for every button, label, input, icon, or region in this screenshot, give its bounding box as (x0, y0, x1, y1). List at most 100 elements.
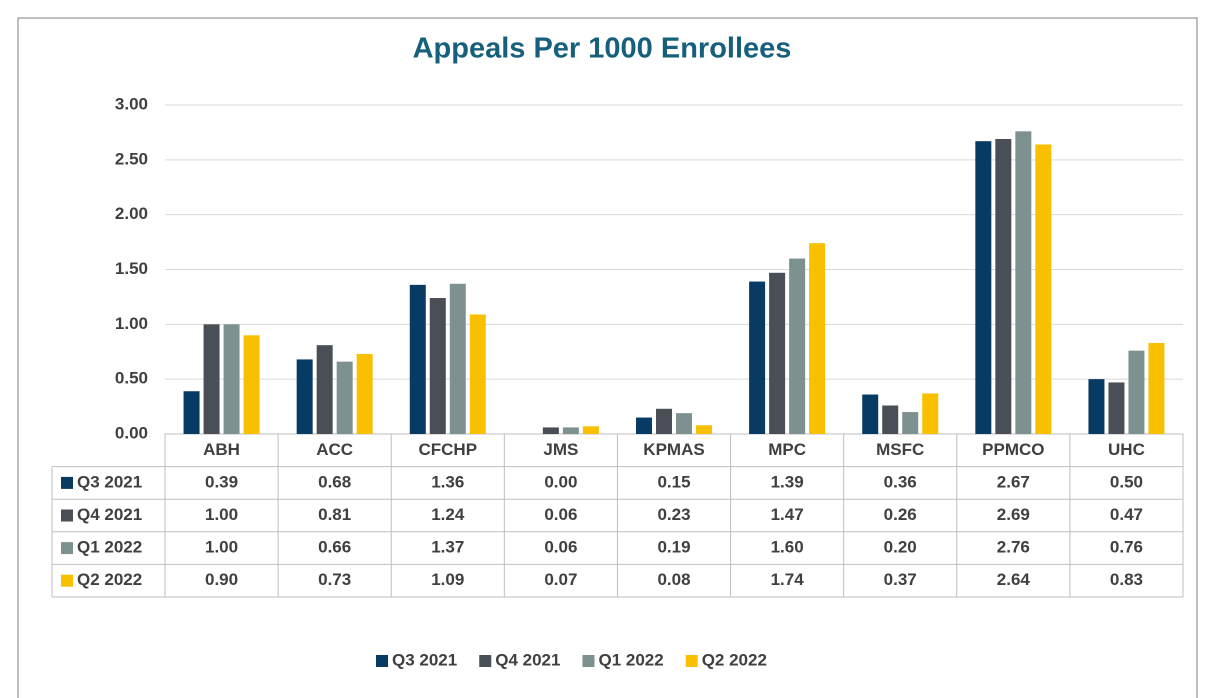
legend-key (376, 655, 388, 667)
bar (902, 412, 919, 434)
table-cell: 0.73 (318, 570, 351, 589)
x-tick-label: KPMAS (643, 440, 704, 459)
table-cell: 0.68 (318, 472, 351, 491)
table-cell: 0.50 (1110, 472, 1143, 491)
x-tick-label: MPC (768, 440, 806, 459)
bar (995, 138, 1012, 434)
table-row-label: Q3 2021 (77, 472, 142, 491)
table-cell: 0.83 (1110, 570, 1143, 589)
table-cell: 1.00 (205, 505, 238, 524)
table-cell: 0.37 (884, 570, 917, 589)
bar (696, 425, 712, 434)
table-cell: 0.19 (657, 538, 690, 557)
table-cell: 1.09 (431, 570, 464, 589)
y-tick-label: 3.00 (115, 94, 148, 113)
bar (469, 314, 486, 434)
table-cell: 0.81 (318, 505, 351, 524)
legend-key (61, 542, 73, 555)
table-cell: 0.00 (544, 472, 577, 491)
y-tick-label: 0.50 (115, 369, 148, 388)
table-cell: 0.07 (544, 570, 577, 589)
bar (1148, 342, 1165, 434)
y-tick-label: 1.50 (115, 259, 148, 278)
bar (243, 335, 260, 434)
table-cell: 1.60 (771, 538, 804, 557)
bar (922, 393, 939, 434)
bar (449, 283, 466, 434)
bar (409, 284, 426, 434)
chart-title: Appeals Per 1000 Enrollees (413, 33, 792, 65)
bar (1088, 379, 1105, 434)
x-tick-label: UHC (1108, 440, 1145, 459)
table-cell: 0.39 (205, 472, 238, 491)
bar (749, 281, 766, 434)
bar (316, 345, 333, 434)
bar (203, 324, 220, 434)
table-row-label: Q4 2021 (77, 505, 142, 524)
bar (223, 324, 240, 434)
bar (1108, 382, 1125, 434)
bar (862, 394, 879, 434)
table-row-label: Q2 2022 (77, 570, 142, 589)
bar (636, 417, 652, 434)
table-cell: 0.66 (318, 538, 351, 557)
legend-label: Q2 2022 (702, 650, 767, 669)
bar (582, 426, 599, 434)
bar (975, 141, 992, 434)
table-cell: 0.76 (1110, 538, 1143, 557)
legend-label: Q1 2022 (598, 650, 663, 669)
x-tick-label: ABH (203, 440, 240, 459)
bar (789, 258, 806, 434)
legend-label: Q3 2021 (392, 650, 457, 669)
bar (429, 298, 446, 434)
legend-label: Q4 2021 (495, 650, 560, 669)
table-cell: 1.74 (771, 570, 805, 589)
table-cell: 2.64 (997, 570, 1031, 589)
legend-key (61, 476, 73, 489)
legend-key (61, 574, 73, 587)
bar (296, 359, 313, 434)
x-tick-label: ACC (316, 440, 353, 459)
table-cell: 1.47 (771, 505, 804, 524)
table-cell: 0.20 (884, 538, 917, 557)
legend-key (582, 655, 595, 667)
bar (562, 427, 579, 434)
bar (809, 243, 826, 434)
bar (1128, 350, 1145, 434)
bar (336, 361, 353, 434)
table-cell: 1.36 (431, 472, 464, 491)
bar (356, 353, 373, 434)
x-tick-label: MSFC (876, 440, 924, 459)
x-tick-label: JMS (543, 440, 578, 459)
table-cell: 2.69 (997, 505, 1030, 524)
x-tick-label: CFCHP (418, 440, 477, 459)
legend-key (479, 655, 492, 667)
legend-key (685, 655, 698, 667)
y-tick-label: 0.00 (115, 423, 148, 442)
legend-key (61, 509, 73, 522)
table-cell: 0.26 (884, 505, 917, 524)
table-cell: 0.08 (657, 570, 690, 589)
table-row-label: Q1 2022 (77, 538, 142, 557)
y-tick-label: 2.00 (115, 204, 148, 223)
table-cell: 2.67 (997, 472, 1030, 491)
bar (882, 405, 899, 434)
bar (656, 408, 672, 434)
table-cell: 1.00 (205, 538, 238, 557)
bar (1015, 131, 1032, 434)
table-cell: 0.36 (884, 472, 917, 491)
y-tick-label: 2.50 (115, 149, 148, 168)
table-cell: 1.37 (431, 538, 464, 557)
bar (769, 272, 786, 434)
table-cell: 0.06 (544, 538, 577, 557)
bar (542, 427, 559, 434)
table-cell: 0.15 (657, 472, 690, 491)
y-tick-label: 1.00 (115, 314, 148, 333)
bar (1035, 144, 1052, 435)
table-cell: 0.23 (657, 505, 690, 524)
table-cell: 0.47 (1110, 505, 1143, 524)
table-cell: 0.90 (205, 570, 238, 589)
bar (676, 413, 692, 434)
x-tick-label: PPMCO (982, 440, 1044, 459)
